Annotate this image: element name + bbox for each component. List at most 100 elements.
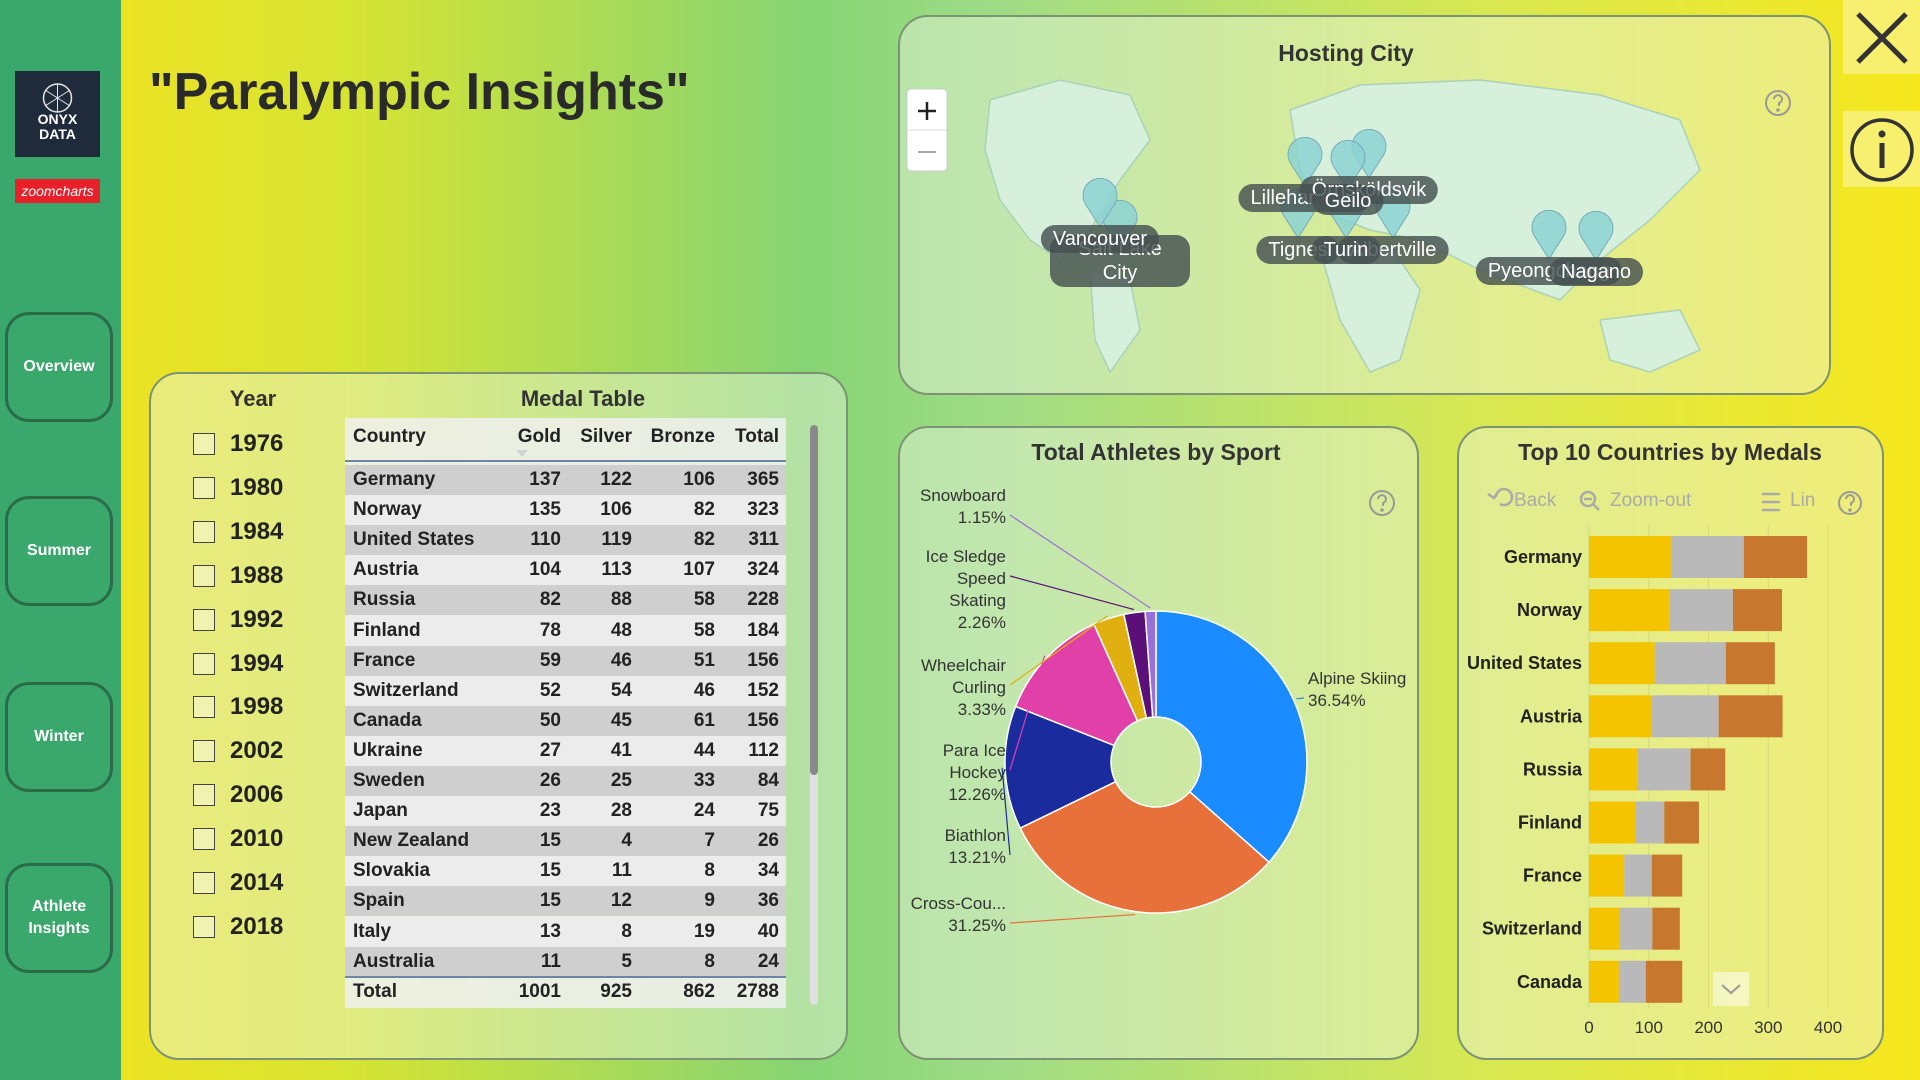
nav-button[interactable]: Athlete Insights: [5, 863, 113, 973]
bar-segment: [1624, 854, 1652, 897]
table-title: Medal Table: [520, 386, 646, 411]
close-button[interactable]: [1843, 0, 1920, 74]
bar-segment: [1645, 960, 1683, 1003]
pie-label: Ice Sledge Speed Skating 2.26%: [896, 546, 1006, 634]
table-row[interactable]: [345, 735, 786, 766]
map-zoom-controls[interactable]: [906, 88, 948, 172]
table-row[interactable]: [345, 856, 786, 887]
nav-button[interactable]: Overview: [5, 312, 113, 422]
leader-line: [1009, 575, 1135, 611]
year-checkbox[interactable]: [193, 784, 215, 807]
year-checkbox[interactable]: [193, 696, 215, 719]
nav-button[interactable]: Summer: [5, 496, 113, 606]
table-row[interactable]: [345, 946, 786, 977]
nav-button[interactable]: Winter: [5, 682, 113, 792]
table-cell: 184: [747, 619, 779, 641]
logo-text: ONYX DATA: [37, 111, 78, 142]
year-label[interactable]: 1984: [230, 517, 284, 545]
table-row[interactable]: [345, 796, 786, 827]
year-label[interactable]: 1976: [230, 430, 284, 457]
bar-segment: [1589, 960, 1619, 1003]
table-cell: Slovakia: [353, 860, 431, 882]
table-row[interactable]: [345, 645, 786, 676]
table-row[interactable]: [345, 525, 786, 556]
pie-slice: [1004, 705, 1117, 830]
table-cell: 41: [610, 739, 632, 761]
table-row[interactable]: [345, 675, 786, 706]
table-cell: 104: [529, 559, 561, 581]
table-cell: 19: [693, 920, 715, 942]
table-cell: 45: [610, 709, 632, 731]
year-label[interactable]: 1980: [230, 473, 284, 501]
bar-segment: [1654, 642, 1726, 685]
table-row[interactable]: [345, 495, 786, 526]
table-row[interactable]: [345, 585, 786, 616]
table-row[interactable]: [345, 826, 786, 857]
table-cell: 48: [610, 619, 632, 641]
year-label[interactable]: 1998: [230, 693, 284, 721]
year-checkbox[interactable]: [193, 828, 215, 851]
pie-label-name: Alpine Skiing: [1308, 669, 1407, 688]
table-cell: 228: [747, 589, 779, 611]
y-tick-label: Russia: [1523, 759, 1583, 779]
pie-label: Snowboard 1.15%: [896, 485, 1006, 529]
year-checkbox[interactable]: [193, 652, 215, 675]
year-label[interactable]: 2006: [230, 781, 284, 809]
year-checkbox[interactable]: [193, 476, 215, 499]
pie-label-value: 1.15%: [957, 508, 1006, 527]
year-label[interactable]: 1994: [230, 649, 284, 677]
table-cell: 324: [747, 559, 779, 581]
year-label[interactable]: 2002: [230, 737, 284, 765]
table-cell: 119: [601, 529, 632, 551]
info-button[interactable]: [1843, 111, 1920, 187]
year-checkbox[interactable]: [193, 433, 215, 455]
scroll-down-hint[interactable]: [1713, 972, 1749, 1006]
map-pin: [1578, 210, 1614, 261]
table-cell: Italy: [353, 920, 392, 942]
table-cell: 46: [610, 649, 632, 671]
bar-segment: [1635, 801, 1665, 844]
bar-segment: [1637, 748, 1691, 791]
table-cell: 25: [610, 770, 632, 791]
table-cell: 15: [539, 830, 561, 852]
year-checkbox[interactable]: [193, 872, 215, 894]
year-checkbox[interactable]: [193, 740, 215, 763]
pie-label-value: 12.26%: [948, 785, 1006, 804]
bar-segment: [1589, 801, 1636, 844]
help-icons[interactable]: [1369, 90, 1862, 516]
toolbar-button[interactable]: Zoom-out: [1610, 490, 1692, 511]
bar-segment: [1669, 589, 1733, 632]
table-row[interactable]: [345, 465, 786, 495]
table-row[interactable]: [345, 766, 786, 796]
bar-segment: [1589, 854, 1625, 897]
toolbar-button[interactable]: Lin: [1790, 490, 1816, 511]
table-row[interactable]: [345, 705, 786, 736]
table-scrollbar[interactable]: [810, 425, 818, 1005]
table-row[interactable]: [345, 916, 786, 947]
map-pin: [1330, 139, 1366, 190]
year-label[interactable]: 2014: [230, 869, 284, 896]
year-label[interactable]: 1992: [230, 605, 284, 633]
year-checkbox[interactable]: [193, 608, 215, 631]
year-checkbox[interactable]: [193, 915, 215, 938]
year-label[interactable]: 2018: [230, 912, 284, 940]
table-cell: 8: [704, 950, 715, 972]
year-label[interactable]: 1988: [230, 561, 284, 589]
year-checkbox[interactable]: [193, 520, 215, 543]
x-tick-label: 300: [1754, 1018, 1782, 1037]
table-cell: 46: [693, 679, 715, 701]
table-row[interactable]: [345, 615, 786, 646]
table-cell: Spain: [353, 890, 405, 912]
table-cell: 50: [539, 709, 561, 731]
year-label[interactable]: 2010: [230, 825, 284, 853]
toolbar-button[interactable]: Back: [1514, 490, 1557, 511]
year-checkbox[interactable]: [193, 564, 215, 587]
table-cell: Russia: [353, 589, 416, 611]
table-cell: Australia: [353, 950, 435, 972]
chart-title: Top 10 Countries by Medals: [1518, 439, 1822, 465]
table-cell: 122: [600, 469, 632, 490]
table-row[interactable]: [345, 886, 786, 917]
table-cell: 106: [600, 499, 632, 521]
table-row[interactable]: [345, 555, 786, 586]
